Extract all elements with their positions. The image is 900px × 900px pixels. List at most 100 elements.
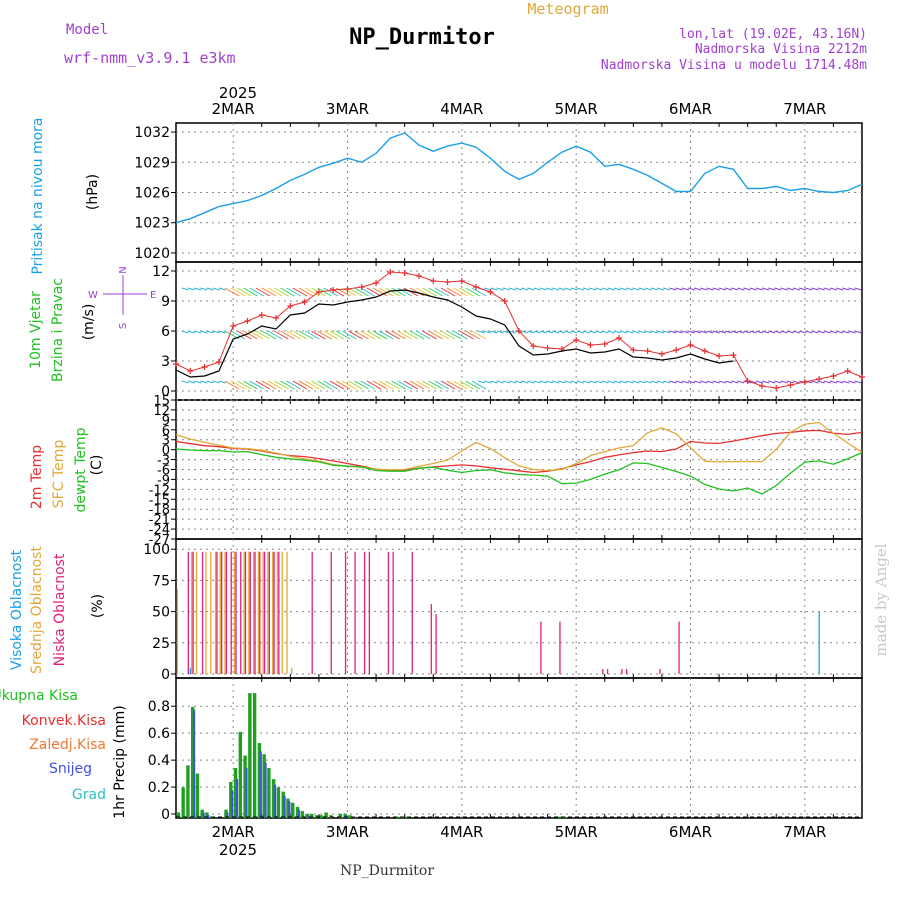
wind-barb [854, 330, 862, 334]
wind-barb [502, 287, 510, 291]
precip-bar [288, 801, 291, 818]
wind-compass: N W E S [88, 266, 156, 329]
precip-legend-freezing: Zaledj.Kisa [29, 737, 106, 753]
wind-barb [663, 287, 671, 291]
wind-barb [780, 380, 788, 384]
wind-barb [218, 287, 226, 291]
panel-wind: 0 3 6 9 12 [152, 261, 863, 401]
wind-barb [459, 380, 474, 390]
cloud-legend-mid: Srednja Oblacnost [29, 546, 45, 674]
wind-barb [545, 287, 554, 291]
wind-barb [842, 330, 850, 334]
wind-barb [243, 287, 258, 297]
wind-barb [656, 330, 665, 334]
elevation-label: Nadmorska Visina 2212m [695, 42, 867, 57]
precip-bar [281, 791, 285, 818]
wind-barb [323, 330, 338, 340]
top-date-label: 6MAR [669, 100, 712, 118]
temperature-ytick-label: 15 [153, 394, 170, 409]
bottom-date-label: 7MAR [783, 823, 826, 841]
wind-barb [521, 287, 529, 291]
precip-ytick-label: 0.6 [148, 726, 170, 742]
wind-ytick-label: 3 [161, 354, 170, 370]
bottom-date-label: 6MAR [669, 823, 712, 841]
wind-barb [193, 287, 202, 291]
wind-barb [385, 380, 400, 390]
wind-barb [317, 330, 332, 340]
temp-legend-dewpt: dewpt Temp [73, 427, 89, 512]
cloud-ylabel: (%) [90, 594, 106, 618]
wind-barb [644, 287, 652, 291]
wind-barb [304, 380, 320, 390]
wind-barb [681, 380, 689, 384]
precip-bar [252, 693, 257, 818]
wind-barb [440, 330, 456, 340]
wind-barb [798, 330, 807, 334]
wind-barb [267, 287, 283, 297]
wind-barb [267, 330, 283, 340]
temperature-ytick-label: -18 [149, 503, 170, 518]
panel-precip: 0 0.2 0.4 0.6 0.8 [148, 677, 863, 823]
precip-bar [307, 815, 310, 818]
wind-barb [286, 380, 301, 390]
wind-barb [836, 287, 844, 291]
wind-barb [354, 287, 369, 297]
cloud-ytick-label: 75 [152, 573, 170, 589]
wind-barb [601, 287, 609, 291]
wind-barb [422, 380, 437, 390]
wind-barb [768, 330, 776, 334]
wind-barb [508, 380, 517, 384]
wind-barb [446, 380, 462, 390]
wind-barb [755, 380, 764, 384]
wind-barb [712, 380, 720, 384]
footer-station: NP_Durmitor [340, 863, 434, 879]
temperature-ytick-label: 0 [162, 444, 170, 459]
wind-barb [589, 330, 597, 334]
temp-legend-2m: 2m Temp [29, 445, 45, 509]
wind-barb [465, 380, 480, 390]
wind-barb [650, 287, 659, 291]
wind-barb [669, 330, 677, 334]
wind-barb [304, 287, 320, 297]
wind-barb [706, 330, 714, 334]
wind-barb [187, 287, 196, 291]
bottom-date-label: 4MAR [440, 823, 483, 841]
wind-barb [749, 380, 757, 384]
compass-w: W [88, 290, 98, 301]
wind-barb [317, 380, 332, 390]
temperature-ytick-label: -15 [149, 493, 170, 508]
precip-bar [205, 812, 209, 818]
precip-bar [348, 815, 352, 818]
wind-barb [780, 287, 788, 291]
wind-barb [237, 287, 252, 297]
precip-ytick-label: 0 [161, 807, 170, 823]
wind-barb [582, 287, 591, 291]
wind-barb [564, 380, 572, 384]
wind-barb [601, 330, 609, 334]
precip-ytick-label: 0.4 [148, 753, 170, 769]
wind-barb [681, 287, 689, 291]
wind-barb [811, 380, 819, 384]
wind-barb [366, 330, 382, 340]
wind-barb [335, 330, 351, 340]
precip-bar [231, 790, 234, 818]
precip-series-0 [176, 693, 566, 818]
wind-barb [681, 330, 689, 334]
wind-barb [181, 287, 189, 291]
wind-barb [286, 287, 301, 297]
wind-barb [224, 287, 240, 297]
precip-bar [267, 768, 271, 818]
wind-barb [428, 380, 443, 390]
wind-barb [539, 287, 547, 291]
wind-barb [274, 287, 289, 297]
wind-barb [663, 380, 671, 384]
wind-barb [465, 330, 480, 340]
wind-barb [768, 287, 776, 291]
temp-ylabel: (C) [89, 455, 105, 476]
precip-ytick-label: 0.2 [148, 780, 170, 796]
cloud-ytick-label: 50 [152, 605, 170, 621]
model-label: Model [66, 22, 108, 38]
wind-barb [280, 380, 295, 390]
wind-barb [206, 330, 214, 334]
